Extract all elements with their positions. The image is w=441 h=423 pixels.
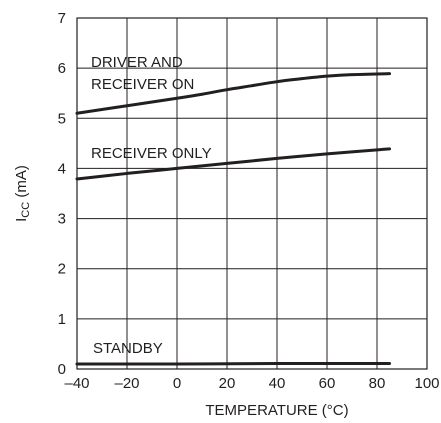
y-tick-label: 6 [58, 60, 66, 77]
series-label: STANDBY [93, 340, 163, 357]
y-axis-label: ICC (mA) [13, 165, 32, 222]
x-axis-label: TEMPERATURE (°C) [205, 402, 348, 419]
series-labels: DRIVER AND RECEIVER ON RECEIVER ONLY STANDB… [91, 54, 212, 357]
x-tick-label: 60 [319, 375, 336, 392]
x-tick-label: 100 [414, 375, 439, 392]
series-label: RECEIVER ONLY [91, 145, 212, 162]
x-tick-label: 0 [173, 375, 181, 392]
y-tick-label: 0 [58, 361, 66, 378]
plot-frame [76, 17, 428, 370]
series-label: RECEIVER ON [91, 76, 194, 93]
chart-series [75, 72, 391, 366]
x-tick-label: 20 [219, 375, 236, 392]
x-tick-labels: –40 –20 0 20 40 60 80 100 [64, 375, 439, 392]
series-label: DRIVER AND [91, 54, 183, 71]
x-tick-label: 80 [369, 375, 386, 392]
series-line-standby [75, 361, 391, 366]
y-axis-label-unit: (mA) [13, 165, 30, 202]
series-line-driver-and-receiver-on [75, 72, 391, 115]
y-tick-labels: 0 1 2 3 4 5 6 7 [58, 10, 66, 378]
y-axis-label-main: I [13, 218, 30, 222]
y-axis-label-subscript: CC [20, 202, 32, 218]
y-tick-label: 3 [58, 211, 66, 228]
series-line-receiver-only [75, 147, 391, 181]
y-tick-label: 2 [58, 261, 66, 278]
x-tick-label: –40 [64, 375, 89, 392]
y-tick-label: 5 [58, 110, 66, 127]
y-tick-label: 1 [58, 311, 66, 328]
x-tick-label: –20 [114, 375, 139, 392]
x-tick-label: 40 [269, 375, 286, 392]
y-tick-label: 7 [58, 10, 66, 27]
y-tick-label: 4 [58, 160, 66, 177]
